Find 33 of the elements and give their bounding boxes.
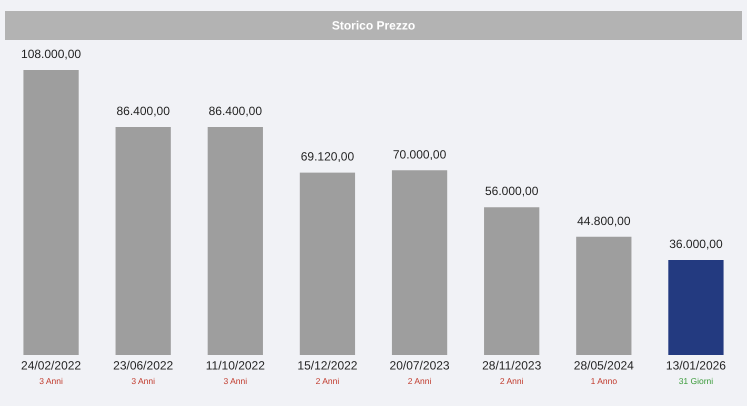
- x-tick-label: 28/05/2024: [574, 358, 634, 372]
- bar: [576, 236, 632, 355]
- text: 2 Anni: [500, 376, 524, 386]
- bar: [23, 70, 79, 355]
- x-tick-label: 20/07/2023: [390, 358, 450, 372]
- bar: [668, 260, 724, 355]
- chart-title: Storico Prezzo: [332, 18, 416, 32]
- data-label: 69.120,00: [300, 150, 354, 164]
- text: 2 Anni: [316, 376, 340, 386]
- data-label: 36.000,00: [669, 237, 723, 251]
- text: 3 Anni: [131, 376, 156, 386]
- x-tick-label: 23/06/2022: [113, 358, 174, 372]
- bar: [484, 207, 540, 355]
- data-label: 70.000,00: [392, 147, 447, 162]
- text: 1 Anno: [590, 376, 618, 386]
- x-tick-label: 15/12/2022: [297, 358, 358, 372]
- bar: [208, 127, 263, 355]
- text: 3 Anni: [223, 376, 248, 386]
- bar: [392, 170, 448, 355]
- bar: [300, 172, 356, 355]
- text: 31 Giorni: [678, 376, 714, 386]
- x-tick-label: 13/01/2026: [666, 358, 726, 372]
- data-label: 108.000,00: [21, 47, 82, 61]
- x-tick-label: 28/11/2023: [482, 358, 542, 372]
- data-label: 86.400,00: [116, 104, 170, 118]
- x-tick-label: 11/10/2022: [206, 358, 266, 372]
- data-label: 56.000,00: [484, 184, 539, 198]
- data-label: 44.800,00: [577, 214, 631, 228]
- text: 2 Anni: [408, 376, 432, 386]
- text: 3 Anni: [39, 376, 63, 386]
- bar: [116, 127, 171, 355]
- data-label: 86.400,00: [208, 104, 262, 118]
- x-tick-label: 24/02/2022: [21, 358, 82, 372]
